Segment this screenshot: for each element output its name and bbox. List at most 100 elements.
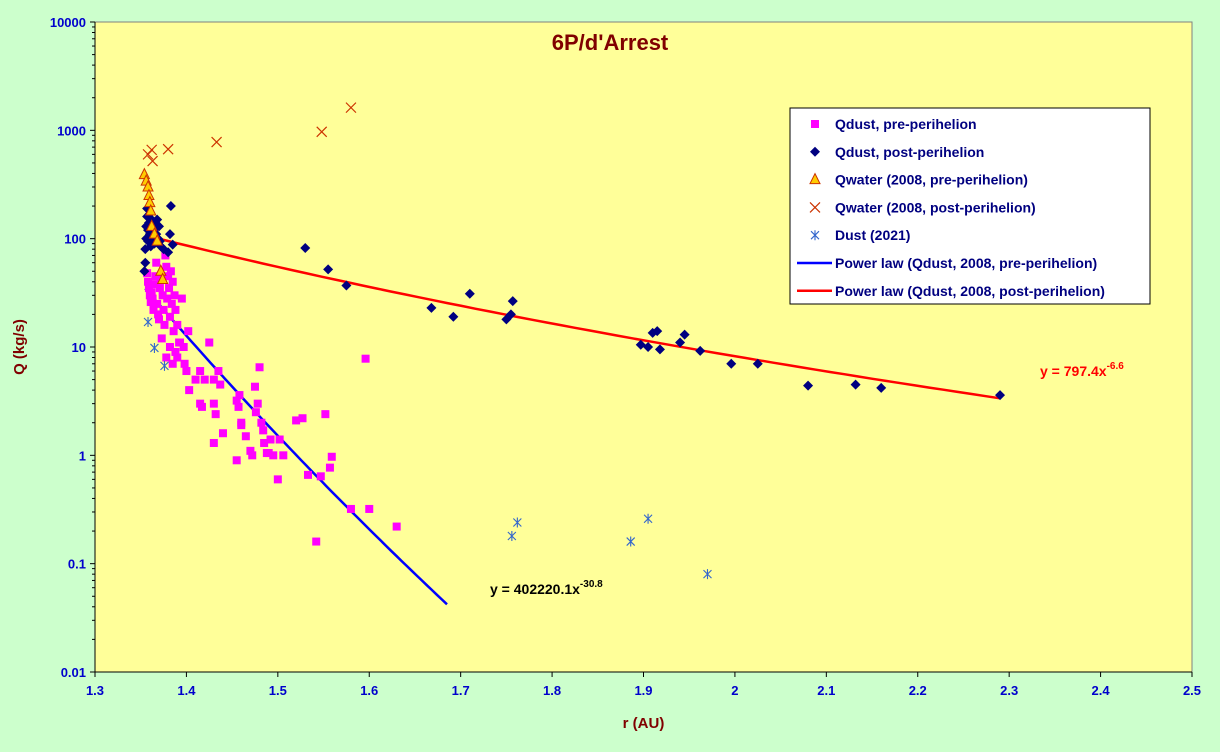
y-tick-label: 10 — [72, 340, 86, 355]
point-qdust-pre — [246, 446, 255, 455]
legend-label: Dust (2021) — [835, 227, 910, 243]
point-qdust-pre — [255, 363, 264, 372]
x-tick-label: 1.3 — [86, 683, 104, 698]
point-dust-2021 — [626, 536, 636, 547]
point-qdust-pre — [154, 315, 163, 324]
point-qdust-pre — [191, 375, 200, 384]
point-qwater-pre — [155, 264, 167, 276]
point-qdust-pre — [196, 367, 205, 376]
point-qdust-pre — [211, 410, 220, 419]
x-tick-label: 1.4 — [177, 683, 196, 698]
point-dust-2021 — [150, 342, 159, 353]
x-tick-label: 2 — [731, 683, 738, 698]
point-qdust-pre — [170, 291, 179, 300]
fit-post-equation-main: y = 797.4x — [1040, 363, 1107, 379]
x-tick-label: 2.1 — [817, 683, 835, 698]
legend-marker — [809, 172, 821, 185]
point-qdust-pre — [149, 305, 158, 314]
point-qdust-pre — [279, 451, 288, 460]
point-qdust-pre — [264, 449, 273, 458]
point-qwater-post — [146, 144, 158, 156]
point-qdust-post — [341, 280, 352, 291]
point-qdust-pre — [176, 338, 185, 347]
y-tick-label: 10000 — [50, 15, 86, 30]
point-qdust-pre — [163, 294, 172, 303]
point-qdust-pre — [273, 475, 282, 484]
point-qdust-pre — [179, 343, 188, 351]
legend-box — [789, 107, 1151, 305]
x-tick-label: 2.4 — [1092, 683, 1111, 698]
point-qdust-pre — [205, 338, 214, 347]
point-qdust-post — [679, 329, 690, 340]
point-qdust-pre — [161, 251, 170, 260]
point-qdust-pre — [298, 414, 307, 423]
point-qdust-pre — [275, 435, 284, 444]
point-qdust-post — [643, 342, 654, 352]
point-qdust-pre — [171, 347, 180, 356]
point-qwater-pre — [144, 203, 157, 216]
legend-label: Qwater (2008, pre-perihelion) — [835, 172, 1028, 188]
x-tick-label: 2.5 — [1183, 683, 1201, 698]
axes-layer: 1.3 1.4 1.5 1.6 1.7 1.8 1.9 2 2.1 2.2 2.3 2.4 2.5 0.0… — [50, 15, 1201, 698]
fit-line-post-perihelion — [149, 235, 1001, 400]
y-tick-label: 1 — [79, 448, 86, 463]
point-qdust-pre — [257, 418, 266, 427]
point-qdust-pre — [365, 504, 374, 513]
point-qdust-pre — [164, 272, 173, 281]
point-qdust-post — [140, 257, 151, 268]
point-qdust-pre — [209, 375, 218, 384]
point-qdust-post — [635, 339, 646, 350]
y-axis-title: Q (kg/s) — [11, 319, 28, 375]
point-qdust-pre — [392, 522, 401, 531]
point-qdust-pre — [321, 410, 330, 419]
point-qdust-pre — [153, 299, 162, 308]
point-qdust-post — [163, 247, 174, 258]
point-qdust-post — [165, 201, 176, 212]
point-qdust-pre — [209, 438, 218, 447]
point-qdust-post — [464, 288, 475, 299]
legend-marker — [810, 146, 820, 157]
point-qdust-pre — [165, 343, 174, 351]
point-qdust-post — [654, 344, 665, 355]
legend-marker — [810, 230, 820, 241]
legend-label: Qdust, post-perihelion — [835, 144, 984, 160]
point-qwater-pre — [151, 233, 163, 246]
point-qdust-pre — [304, 470, 313, 479]
fit-post-equation: y = 797.4x-6.6 — [1040, 361, 1124, 379]
point-qdust-pre — [162, 262, 171, 271]
point-qdust-post — [675, 337, 686, 348]
point-qdust-pre — [235, 391, 244, 400]
point-dust-2021 — [507, 531, 517, 542]
x-tick-label: 1.9 — [634, 683, 652, 698]
fit-pre-equation: y = 402220.1x-30.8 — [490, 579, 603, 597]
point-qdust-post — [803, 380, 814, 391]
point-qdust-pre — [171, 305, 180, 314]
point-qdust-post — [995, 390, 1006, 401]
point-qdust-pre — [165, 312, 174, 321]
x-tick-label: 1.5 — [269, 683, 287, 698]
point-qdust-pre — [200, 375, 209, 384]
fit-line-pre-perihelion — [144, 287, 448, 606]
point-qwater-post — [147, 155, 159, 167]
y-tick-label: 1000 — [57, 123, 86, 138]
series-qdust-pre — [143, 251, 401, 546]
point-qdust-pre — [237, 421, 246, 430]
point-qdust-post — [652, 326, 663, 337]
point-dust-2021 — [703, 569, 712, 580]
x-tick-label: 2.3 — [1000, 683, 1018, 698]
point-qdust-pre — [216, 380, 225, 389]
point-qdust-pre — [159, 305, 168, 314]
point-qdust-pre — [180, 359, 189, 368]
point-qdust-post — [164, 229, 175, 240]
point-qdust-pre — [158, 291, 167, 300]
fit-pre-equation-exponent: -30.8 — [580, 579, 603, 590]
point-qdust-post — [507, 296, 518, 307]
legend-marker — [811, 120, 819, 128]
point-qdust-pre — [292, 416, 301, 425]
point-qdust-pre — [250, 382, 259, 391]
point-qdust-pre — [151, 272, 160, 281]
point-dust-2021 — [512, 517, 522, 528]
y-tick-label: 0.1 — [68, 557, 86, 572]
point-qdust-pre — [260, 438, 269, 447]
